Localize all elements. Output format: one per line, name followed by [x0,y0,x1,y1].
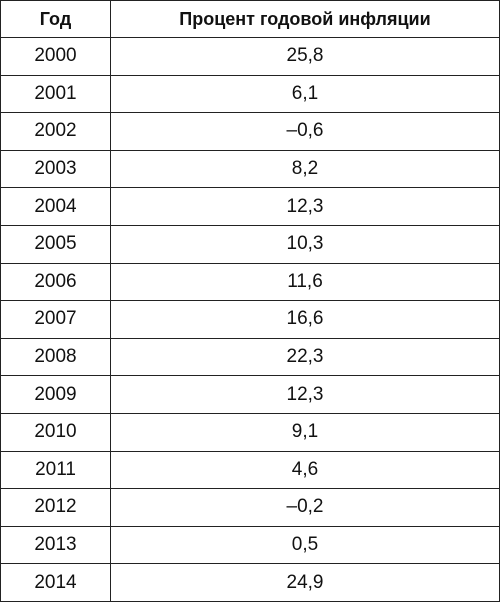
inflation-cell: 8,2 [110,149,500,189]
inflation-cell: 4,6 [110,450,500,490]
table-row: 2009 12,3 [0,375,500,414]
table-row: 2012 –0,2 [0,488,500,527]
table-row: 2013 0,5 [0,525,500,565]
year-cell: 2005 [0,224,111,264]
inflation-cell: 25,8 [110,37,500,76]
table-row: 2010 9,1 [0,412,500,452]
table-row: 2008 22,3 [0,337,500,377]
inflation-cell: 12,3 [110,375,500,414]
table-row: 2007 16,6 [0,300,500,339]
year-cell: 2007 [0,300,111,339]
inflation-cell: 10,3 [110,224,500,264]
inflation-cell: 16,6 [110,300,500,339]
year-cell: 2012 [0,488,111,527]
table-row: 2002 –0,6 [0,112,500,151]
inflation-cell: –0,2 [110,488,500,527]
table-row: 2011 4,6 [0,450,500,490]
inflation-cell: 12,3 [110,187,500,226]
year-cell: 2000 [0,37,111,76]
inflation-cell: 0,5 [110,525,500,565]
year-cell: 2004 [0,187,111,226]
table-row: 2005 10,3 [0,224,500,264]
inflation-cell: 24,9 [110,563,500,602]
inflation-cell: 9,1 [110,412,500,452]
year-cell: 2014 [0,563,111,602]
table-row: 2004 12,3 [0,187,500,226]
header-cell: Год [0,0,111,38]
year-cell: 2010 [0,412,111,452]
year-cell: 2002 [0,112,111,151]
year-cell: 2011 [0,450,111,490]
table-row: 2003 8,2 [0,149,500,189]
table-row: 2001 6,1 [0,74,500,114]
year-cell: 2006 [0,262,111,302]
year-cell: 2003 [0,149,111,189]
header-cell: Процент годовой инфляции [110,0,500,38]
inflation-cell: 22,3 [110,337,500,377]
inflation-cell: –0,6 [110,112,500,151]
table-row: 2006 11,6 [0,262,500,302]
inflation-cell: 6,1 [110,74,500,114]
year-cell: 2001 [0,74,111,114]
year-cell: 2013 [0,525,111,565]
table-row: 2000 25,8 [0,37,500,76]
year-cell: 2008 [0,337,111,377]
year-cell: 2009 [0,375,111,414]
inflation-cell: 11,6 [110,262,500,302]
header-row: Год Процент годовой инфляции [0,0,500,38]
table-row: 2014 24,9 [0,563,500,602]
